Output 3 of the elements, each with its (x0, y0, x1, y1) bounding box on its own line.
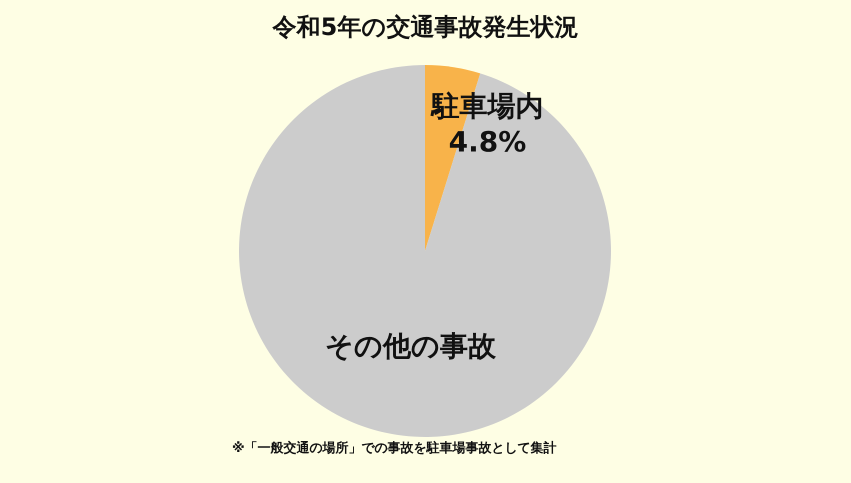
text: ※「一般交通の場所」での事故を駐車場事故として集計 (232, 440, 557, 456)
slice-label: その他の事故 (325, 329, 498, 362)
chart-title: 令和5年の交通事故発生状況 (272, 13, 578, 41)
